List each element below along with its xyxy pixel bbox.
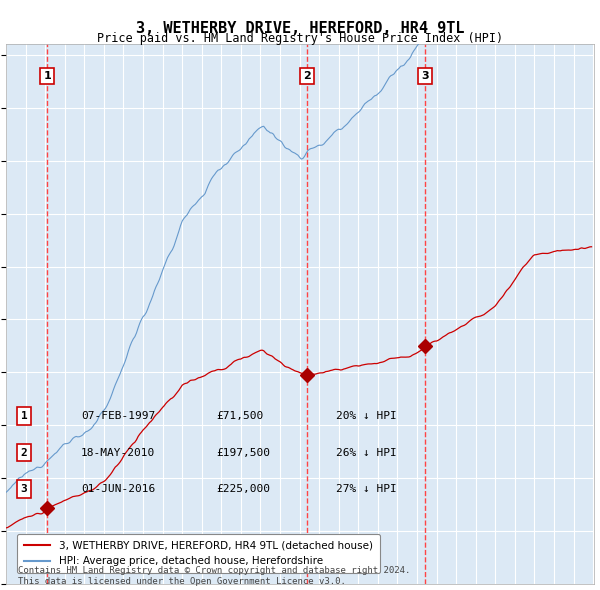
Text: £197,500: £197,500 <box>216 448 270 457</box>
Text: 3, WETHERBY DRIVE, HEREFORD, HR4 9TL: 3, WETHERBY DRIVE, HEREFORD, HR4 9TL <box>136 21 464 35</box>
Text: 3: 3 <box>421 71 429 81</box>
Text: £71,500: £71,500 <box>216 411 263 421</box>
Text: 07-FEB-1997: 07-FEB-1997 <box>81 411 155 421</box>
Text: £225,000: £225,000 <box>216 484 270 494</box>
Text: 27% ↓ HPI: 27% ↓ HPI <box>336 484 397 494</box>
Legend: 3, WETHERBY DRIVE, HEREFORD, HR4 9TL (detached house), HPI: Average price, detac: 3, WETHERBY DRIVE, HEREFORD, HR4 9TL (de… <box>17 534 380 573</box>
Text: 1: 1 <box>20 411 28 421</box>
Text: Contains HM Land Registry data © Crown copyright and database right 2024.
This d: Contains HM Land Registry data © Crown c… <box>18 566 410 586</box>
Text: 2: 2 <box>20 448 28 457</box>
Text: 20% ↓ HPI: 20% ↓ HPI <box>336 411 397 421</box>
Text: Price paid vs. HM Land Registry's House Price Index (HPI): Price paid vs. HM Land Registry's House … <box>97 32 503 45</box>
Text: 1: 1 <box>43 71 51 81</box>
Text: 26% ↓ HPI: 26% ↓ HPI <box>336 448 397 457</box>
Text: 01-JUN-2016: 01-JUN-2016 <box>81 484 155 494</box>
Text: 18-MAY-2010: 18-MAY-2010 <box>81 448 155 457</box>
Text: 2: 2 <box>303 71 311 81</box>
Text: 3: 3 <box>20 484 28 494</box>
